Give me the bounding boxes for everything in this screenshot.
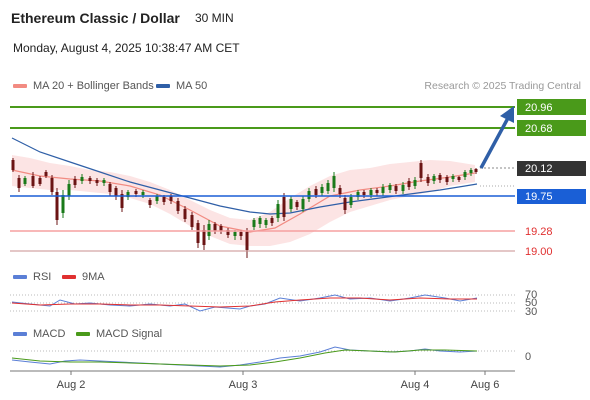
legend-ma20: MA 20 + Bollinger Bands bbox=[13, 80, 154, 92]
level-label-20-96: 20.96 bbox=[525, 102, 553, 114]
forecast-arrow-head bbox=[500, 106, 514, 123]
level-badge-20-12 bbox=[517, 161, 586, 176]
rsi-level-50: 50 bbox=[525, 297, 537, 309]
level-label-19-75: 19.75 bbox=[525, 191, 553, 203]
macd-signal-line bbox=[11, 349, 478, 367]
rsi-level-30: 30 bbox=[525, 306, 537, 318]
x-label-aug6: Aug 6 bbox=[471, 379, 500, 391]
legend-ma50: MA 50 bbox=[156, 80, 207, 92]
legend-macd-signal-label: MACD Signal bbox=[96, 328, 163, 340]
instrument-title: Ethereum Classic / Dollar bbox=[11, 10, 180, 26]
rsi-panel: 70 50 30 bbox=[10, 289, 537, 318]
macd-swatch bbox=[13, 332, 27, 336]
timeframe-label: 30 MIN bbox=[195, 11, 234, 25]
level-badge-20-68 bbox=[517, 120, 586, 136]
legend-rsi-label: RSI bbox=[33, 271, 52, 283]
x-label-aug3: Aug 3 bbox=[229, 379, 258, 391]
level-badge-20-96 bbox=[517, 99, 586, 115]
legend-ma20-label: MA 20 + Bollinger Bands bbox=[33, 80, 154, 92]
bollinger-band bbox=[12, 155, 475, 246]
legend-macd-signal: MACD Signal bbox=[76, 328, 162, 340]
macd-panel: 0 bbox=[10, 346, 531, 368]
x-label-aug4: Aug 4 bbox=[401, 379, 430, 391]
copyright: Research © 2025 Trading Central bbox=[424, 80, 581, 92]
legend-macd: MACD bbox=[13, 328, 65, 340]
candlesticks bbox=[11, 158, 478, 258]
level-label-19-00: 19.00 bbox=[525, 246, 553, 258]
ma50-swatch bbox=[156, 84, 170, 88]
level-badge-19-75 bbox=[517, 189, 586, 204]
rsi-level-70: 70 bbox=[525, 289, 537, 301]
legend-macd-label: MACD bbox=[33, 328, 66, 340]
rsi-9ma-line bbox=[11, 297, 477, 308]
level-label-20-68: 20.68 bbox=[525, 123, 553, 135]
macd-zero-label: 0 bbox=[525, 351, 531, 363]
legend-rsi-9ma: 9MA bbox=[62, 271, 105, 283]
rsi-9ma-swatch bbox=[62, 275, 76, 279]
macd-line bbox=[11, 346, 478, 368]
forecast-arrow bbox=[479, 117, 510, 169]
ma50-line bbox=[11, 137, 478, 215]
rsi-swatch bbox=[13, 275, 27, 279]
x-label-aug2: Aug 2 bbox=[57, 379, 86, 391]
legend-ma50-label: MA 50 bbox=[176, 80, 208, 92]
level-label-20-12: 20.12 bbox=[525, 163, 553, 175]
legend-rsi-9ma-label: 9MA bbox=[82, 271, 105, 283]
legend-rsi: RSI bbox=[13, 271, 51, 283]
macd-signal-swatch bbox=[76, 332, 90, 336]
ma20-swatch bbox=[13, 84, 27, 88]
level-label-19-28: 19.28 bbox=[525, 226, 553, 238]
timestamp: Monday, August 4, 2025 10:38:47 AM CET bbox=[13, 41, 240, 55]
